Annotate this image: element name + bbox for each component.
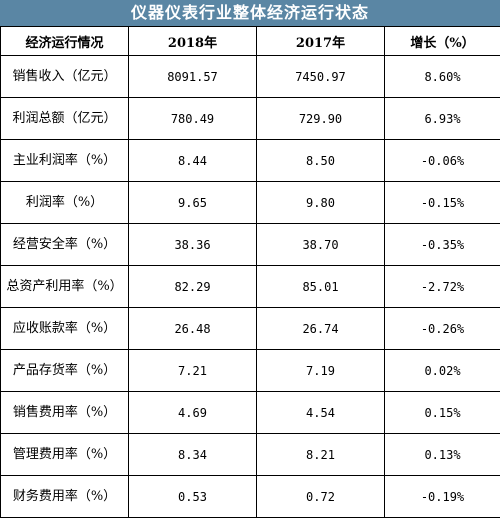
cell-growth: 0.13% <box>385 434 500 476</box>
row-label: 总资产利用率（%） <box>1 266 129 308</box>
row-label: 主业利润率（%） <box>1 140 129 182</box>
cell-2017: 85.01 <box>257 266 385 308</box>
row-label: 管理费用率（%） <box>1 434 129 476</box>
cell-2017: 8.50 <box>257 140 385 182</box>
row-label: 产品存货率（%） <box>1 350 129 392</box>
cell-2018: 8091.57 <box>129 56 257 98</box>
header-row: 经济运行情况 2018年 2017年 增长（%） <box>1 27 500 56</box>
cell-2018: 9.65 <box>129 182 257 224</box>
cell-growth: 0.02% <box>385 350 500 392</box>
cell-2018: 0.53 <box>129 476 257 518</box>
cell-2017: 7450.97 <box>257 56 385 98</box>
cell-growth: 8.60% <box>385 56 500 98</box>
cell-2017: 0.72 <box>257 476 385 518</box>
cell-2018: 8.34 <box>129 434 257 476</box>
cell-2018: 38.36 <box>129 224 257 266</box>
cell-2018: 26.48 <box>129 308 257 350</box>
cell-2017: 4.54 <box>257 392 385 434</box>
cell-2018: 8.44 <box>129 140 257 182</box>
cell-growth: -0.26% <box>385 308 500 350</box>
cell-growth: -0.19% <box>385 476 500 518</box>
row-label: 利润总额（亿元） <box>1 98 129 140</box>
cell-growth: -0.35% <box>385 224 500 266</box>
cell-2018: 7.21 <box>129 350 257 392</box>
row-label: 经营安全率（%） <box>1 224 129 266</box>
cell-growth: 6.93% <box>385 98 500 140</box>
cell-growth: 0.15% <box>385 392 500 434</box>
cell-2018: 4.69 <box>129 392 257 434</box>
cell-growth: -0.15% <box>385 182 500 224</box>
table-title: 仪器仪表行业整体经济运行状态 <box>0 0 500 26</box>
cell-2017: 7.19 <box>257 350 385 392</box>
cell-2018: 82.29 <box>129 266 257 308</box>
column-header-2018: 2018年 <box>129 27 257 56</box>
row-label: 销售收入（亿元） <box>1 56 129 98</box>
cell-2017: 26.74 <box>257 308 385 350</box>
cell-growth: -2.72% <box>385 266 500 308</box>
column-header-indicator: 经济运行情况 <box>1 27 129 56</box>
cell-2017: 9.80 <box>257 182 385 224</box>
data-table: 经济运行情况 2018年 2017年 增长（%） 销售收入（亿元）8091.57… <box>0 26 500 518</box>
column-header-2017: 2017年 <box>257 27 385 56</box>
cell-2017: 729.90 <box>257 98 385 140</box>
cell-growth: -0.06% <box>385 140 500 182</box>
row-label: 财务费用率（%） <box>1 476 129 518</box>
cell-2017: 8.21 <box>257 434 385 476</box>
column-header-growth: 增长（%） <box>385 27 500 56</box>
cell-2017: 38.70 <box>257 224 385 266</box>
row-label: 销售费用率（%） <box>1 392 129 434</box>
row-label: 应收账款率（%） <box>1 308 129 350</box>
cell-2018: 780.49 <box>129 98 257 140</box>
row-label: 利润率（%） <box>1 182 129 224</box>
